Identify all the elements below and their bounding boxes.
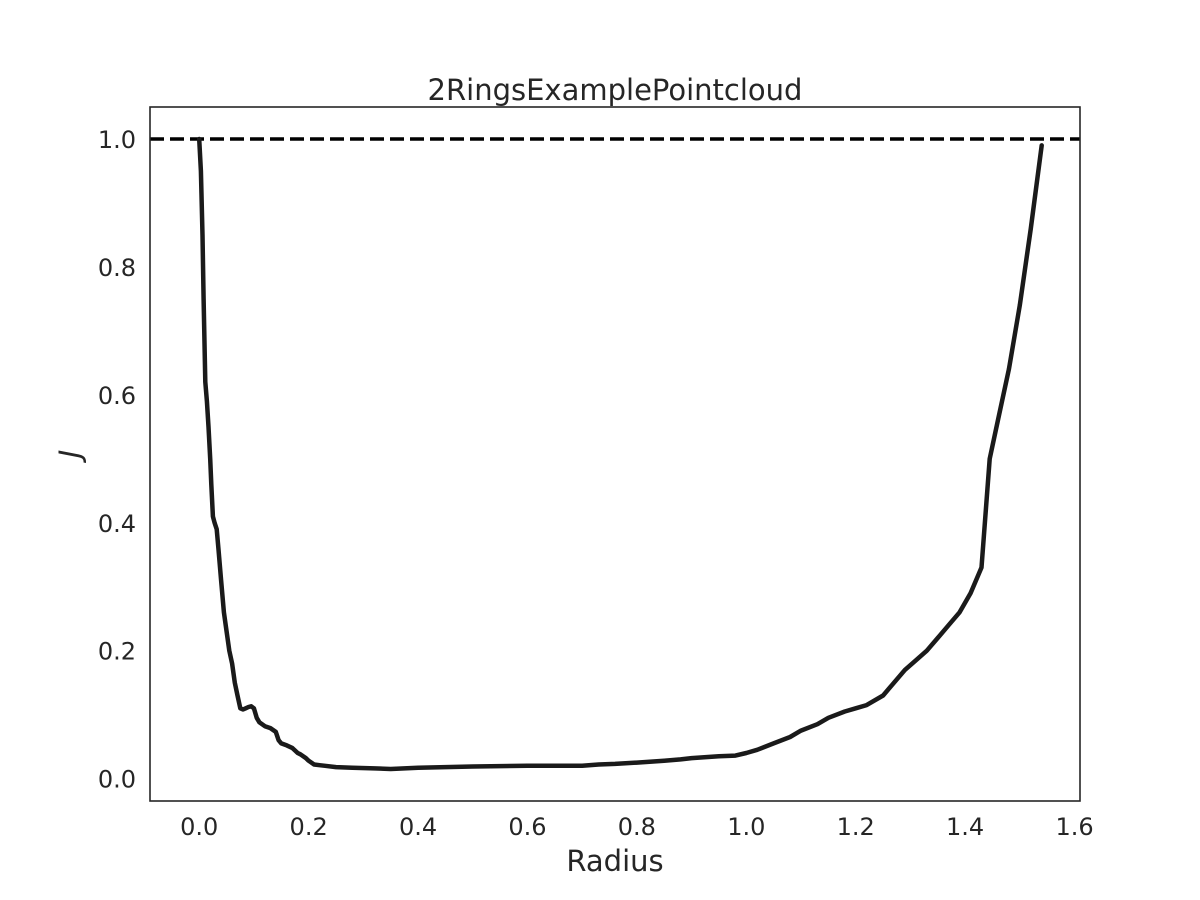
y-tick-label: 0.8 (98, 254, 136, 282)
y-tick-label: 0.4 (98, 510, 136, 538)
x-tick-label: 0.8 (618, 813, 656, 841)
x-axis-label: Radius (566, 844, 663, 878)
chart-title: 2RingsExamplePointcloud (428, 73, 803, 107)
x-tick-label: 0.2 (290, 813, 328, 841)
x-tick-label: 1.6 (1055, 813, 1093, 841)
x-tick-label: 1.4 (946, 813, 984, 841)
x-tick-label: 0.0 (180, 813, 218, 841)
x-tick-label: 0.4 (399, 813, 437, 841)
x-tick-label: 0.6 (508, 813, 546, 841)
axes-frame (149, 106, 1081, 802)
y-tick-label: 0.6 (98, 382, 136, 410)
axes: 0.0 0.2 0.4 0.6 0.8 1.0 1.2 1.4 1.6 0.0 0.2 0.4 0.6 0… (98, 106, 1094, 841)
y-tick-label: 0.2 (98, 638, 136, 666)
y-tick-label: 1.0 (98, 126, 136, 154)
plot-area (150, 136, 1080, 772)
y-tick-label: 0.0 (98, 766, 136, 794)
x-tick-label: 1.0 (727, 813, 765, 841)
x-tick-label: 1.2 (837, 813, 875, 841)
series-line-1 (196, 136, 1044, 772)
